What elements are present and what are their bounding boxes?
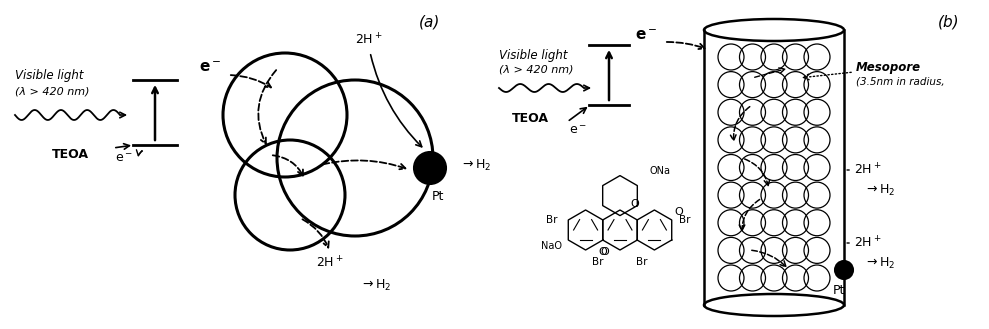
Text: $\rightarrow$H$_2$: $\rightarrow$H$_2$ [864, 255, 895, 270]
Text: (a): (a) [419, 14, 441, 30]
Text: $\rightarrow$H$_2$: $\rightarrow$H$_2$ [460, 158, 492, 172]
Text: (b): (b) [939, 14, 959, 30]
Text: O: O [600, 247, 609, 257]
Text: 2H$^+$: 2H$^+$ [854, 235, 881, 251]
Text: e$^-$: e$^-$ [569, 123, 586, 137]
Text: 2H$^+$: 2H$^+$ [355, 32, 383, 48]
Text: O: O [598, 247, 607, 257]
Text: ONa: ONa [650, 165, 671, 176]
Text: Br: Br [679, 215, 691, 225]
Text: $\rightarrow$H$_2$: $\rightarrow$H$_2$ [360, 277, 392, 292]
Text: Br: Br [592, 257, 603, 267]
Text: Visible light: Visible light [499, 48, 568, 62]
Text: Br: Br [546, 215, 558, 225]
Circle shape [414, 152, 446, 184]
Text: Visible light: Visible light [15, 68, 83, 82]
Text: e$^-$: e$^-$ [199, 61, 222, 75]
Text: 2H$^+$: 2H$^+$ [854, 162, 881, 178]
Text: NaO: NaO [541, 241, 562, 251]
Text: Pt: Pt [432, 190, 444, 203]
Text: Br: Br [637, 257, 648, 267]
Text: TEOA: TEOA [512, 112, 549, 124]
Text: e$^-$: e$^-$ [115, 151, 133, 164]
Text: $\rightarrow$H$_2$: $\rightarrow$H$_2$ [864, 183, 895, 197]
Text: (λ > 420 nm): (λ > 420 nm) [499, 65, 574, 75]
Bar [704, 30, 844, 305]
Text: TEOA: TEOA [52, 148, 89, 162]
Text: (3.5nm in radius,: (3.5nm in radius, [856, 77, 944, 87]
Text: O: O [674, 207, 682, 217]
Text: 2H$^+$: 2H$^+$ [316, 255, 344, 271]
Text: O: O [631, 199, 640, 209]
Text: Pt: Pt [833, 284, 846, 296]
Circle shape [835, 261, 853, 279]
Text: (λ > 420 nm): (λ > 420 nm) [15, 87, 89, 97]
Text: Mesopore: Mesopore [856, 62, 921, 74]
Text: e$^-$: e$^-$ [635, 28, 657, 42]
